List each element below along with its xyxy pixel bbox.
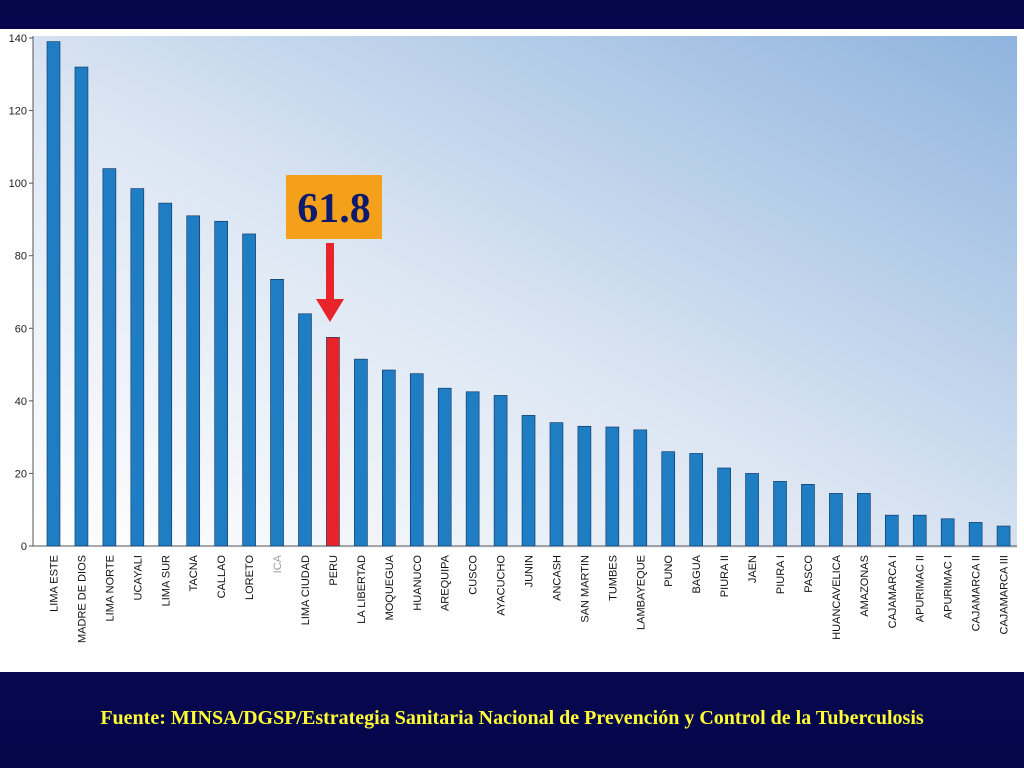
bar-amazonas: [857, 493, 871, 547]
x-tick-label: CAJAMARCA I: [887, 555, 899, 628]
x-axis-labels: LIMA ESTE MADRE DE DIOS LIMA NORTE UCAYALI L…: [49, 554, 1011, 643]
bar-cajamarca-i: [884, 514, 899, 547]
x-tick-label: LORETO: [244, 555, 256, 600]
x-tick-label: LAMBAYEQUE: [635, 555, 647, 630]
x-tick-label: APURIMAC I: [943, 555, 955, 619]
x-tick-label: APURIMAC II: [915, 555, 927, 622]
x-tick-label: PERU: [328, 555, 340, 586]
x-tick-label: LA LIBERTAD: [356, 555, 368, 624]
bar-tacna: [186, 215, 201, 547]
x-tick-label: TACNA: [188, 554, 200, 591]
y-tick-label: 140: [9, 33, 27, 45]
bar-lima-norte: [102, 168, 117, 547]
bar-chart: 0 20 40 60 80 100 120 140 LIMA ESTE MADRE DE DIO…: [9, 33, 1017, 643]
bar-san-martin: [577, 425, 592, 547]
x-tick-label: LIMA NORTE: [104, 555, 116, 621]
x-tick-label: AYACUCHO: [496, 555, 508, 616]
bar-puno: [661, 451, 676, 547]
x-tick-label: JAEN: [747, 555, 759, 583]
bar-pasco: [801, 484, 815, 547]
x-tick-label: UCAYALI: [132, 555, 144, 600]
x-tick-label: JUNIN: [524, 555, 536, 587]
bar-tumbes: [605, 426, 620, 547]
bar-lima-ciudad: [298, 313, 312, 547]
x-tick-label: MADRE DE DIOS: [76, 555, 88, 643]
x-tick-label: CAJAMARCA II: [971, 555, 983, 631]
bar-madre-de-dios: [74, 66, 89, 547]
bar-ancash: [549, 422, 564, 547]
x-tick-label: PUNO: [663, 555, 675, 587]
bar-huanuco: [409, 373, 424, 547]
x-tick-label: CALLAO: [216, 555, 228, 599]
bar-ica: [270, 279, 284, 547]
bar-jaen: [745, 473, 759, 547]
x-tick-label: HUANUCO: [412, 555, 424, 611]
x-tick-label: PIURA II: [719, 555, 731, 597]
bar-callao: [214, 220, 228, 547]
bar-apurimac-i: [940, 518, 955, 547]
callout-box: [286, 175, 382, 239]
y-tick-label: 100: [9, 178, 27, 190]
bar-ayacucho: [493, 395, 508, 547]
bars: [46, 41, 1011, 547]
y-tick-label: 80: [15, 251, 27, 263]
bar-lima-sur: [158, 202, 173, 547]
x-tick-label: LIMA ESTE: [49, 555, 61, 612]
bar-moquegua: [382, 369, 396, 547]
bar-apurimac-ii: [912, 514, 927, 547]
callout-value: 61.8: [297, 186, 371, 232]
bar-peru: [326, 337, 340, 547]
bar-junin: [521, 415, 536, 547]
bar-cusco: [465, 391, 480, 547]
x-tick-label: LIMA SUR: [160, 555, 172, 606]
bar-piura-i: [773, 481, 787, 547]
x-tick-label: MOQUEGUA: [384, 554, 396, 620]
y-axis: 0 20 40 60 80 100 120 140: [9, 33, 1017, 553]
x-tick-label: ICA: [272, 554, 284, 573]
bar-bagua: [689, 453, 703, 547]
x-tick-label: AREQUIPA: [440, 554, 452, 611]
x-tick-label: SAN MARTIN: [579, 555, 591, 623]
x-tick-label: CUSCO: [468, 555, 480, 595]
y-tick-label: 120: [9, 106, 27, 118]
y-tick-label: 0: [21, 541, 27, 553]
x-tick-label: HUANCAVELICA: [831, 554, 843, 639]
x-tick-label: LIMA CIUDAD: [300, 555, 312, 625]
bar-arequipa: [437, 387, 452, 547]
bar-piura-ii: [717, 467, 731, 547]
bar-lambayeque: [633, 429, 648, 547]
chart-panel: 0 20 40 60 80 100 120 140 LIMA ESTE MADRE DE DIO…: [0, 29, 1024, 672]
bar-ucayali: [130, 188, 145, 547]
x-tick-label: CAJAMARCA III: [999, 555, 1011, 634]
bar-la-libertad: [354, 358, 368, 547]
callout-annotation: 61.8: [286, 175, 382, 322]
x-tick-label: AMAZONAS: [859, 555, 871, 617]
bar-loreto: [242, 233, 256, 547]
x-tick-label: PASCO: [803, 555, 815, 593]
x-tick-label: TUMBES: [607, 555, 619, 601]
y-tick-label: 20: [15, 468, 27, 480]
y-tick-label: 40: [15, 396, 27, 408]
source-footer: Fuente: MINSA/DGSP/Estrategia Sanitaria …: [100, 707, 924, 729]
bar-lima-este: [46, 41, 61, 547]
bar-huancavelica: [829, 493, 843, 547]
y-tick-label: 60: [15, 323, 27, 335]
x-tick-label: ANCASH: [551, 555, 563, 601]
bar-cajamarca-ii: [968, 522, 983, 547]
bar-cajamarca-iii: [996, 525, 1011, 547]
x-tick-label: PIURA I: [775, 555, 787, 594]
callout-arrow-head: [316, 299, 344, 322]
x-tick-label: BAGUA: [691, 554, 703, 593]
